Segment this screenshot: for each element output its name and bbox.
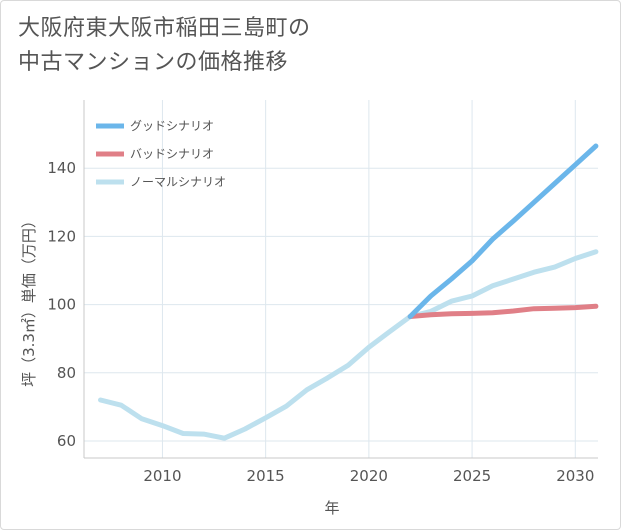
x-tick-label: 2020 (350, 467, 388, 485)
x-tick-label: 2030 (556, 467, 594, 485)
series-lines (98, 143, 599, 441)
x-tick-label: 2015 (247, 467, 285, 485)
legend-label: グッドシナリオ (130, 119, 214, 133)
y-tick-label: 140 (47, 159, 76, 177)
series-line-2 (98, 249, 599, 441)
chart-title: 大阪府東大阪市稲田三島町の 中古マンションの価格推移 (18, 12, 311, 80)
y-tick-labels: 60 80 100 120 140 (47, 159, 76, 450)
x-tick-label: 2025 (453, 467, 491, 485)
legend-label: バッドシナリオ (130, 147, 214, 161)
chart-title-line-1: 大阪府東大阪市稲田三島町の (18, 16, 311, 41)
grid (84, 100, 598, 458)
y-tick-label: 100 (47, 296, 76, 314)
legend-label: ノーマルシナリオ (130, 175, 226, 189)
series-line-0 (407, 143, 599, 319)
x-axis-label: 年 (324, 499, 339, 517)
x-tick-label: 2010 (143, 467, 181, 485)
y-tick-label: 60 (57, 432, 76, 450)
axes (83, 100, 598, 459)
series-line-1 (407, 303, 599, 319)
y-tick-label: 80 (57, 364, 76, 382)
y-tick-label: 120 (47, 227, 76, 245)
x-tick-labels: 2010 2015 2020 2025 2030 (143, 467, 594, 485)
y-axis-label: 坪（3.3㎡）単価（万円） (20, 213, 38, 387)
chart-title-line-2: 中古マンションの価格推移 (18, 50, 289, 75)
